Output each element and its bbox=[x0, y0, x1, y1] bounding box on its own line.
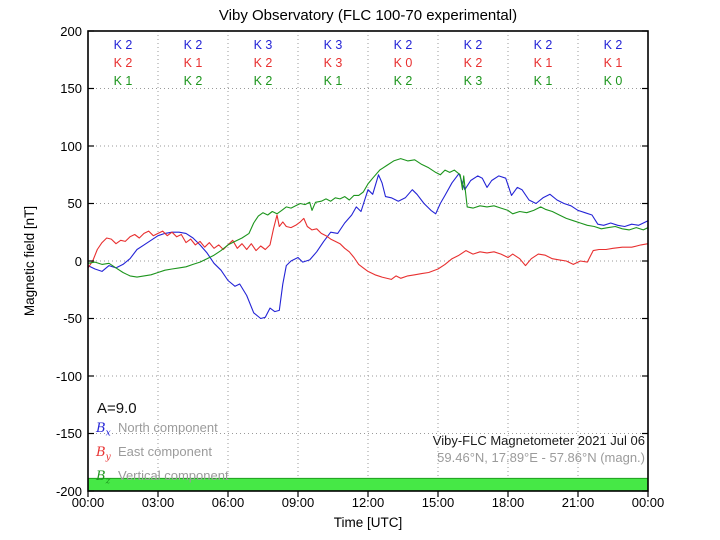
station-annotation: Viby-FLC Magnetometer 2021 Jul 06 59.46°… bbox=[433, 432, 645, 466]
y-tick-label: 150 bbox=[60, 81, 82, 96]
y-tick-label: -100 bbox=[55, 368, 82, 384]
k-index-value-bz: K 3 bbox=[463, 74, 483, 88]
legend-label: Vertical component bbox=[118, 468, 229, 484]
y-tick-label: 100 bbox=[60, 138, 82, 154]
k-index-value-by: K 0 bbox=[393, 56, 413, 70]
y-tick-label: 50 bbox=[67, 196, 82, 211]
k-index-value-bx: K 2 bbox=[533, 38, 553, 52]
legend: Bx North component By East component Bz Verti… bbox=[96, 419, 229, 491]
availability-bar bbox=[88, 478, 648, 491]
x-tick-label: 18:00 bbox=[491, 495, 525, 510]
series-line-bx bbox=[87, 173, 649, 320]
legend-item: By East component bbox=[96, 443, 229, 467]
x-tick-label: 21:00 bbox=[561, 495, 595, 510]
legend-symbol: By bbox=[96, 445, 111, 463]
k-index-value-bx: K 2 bbox=[183, 38, 203, 52]
y-tick-label: 200 bbox=[60, 23, 82, 39]
x-tick-label: 09:00 bbox=[281, 495, 315, 510]
a-index-label: A=9.0 bbox=[97, 400, 137, 417]
k-index-value-bz: K 1 bbox=[113, 74, 133, 88]
k-index-column: K 2 K 1 K 0 bbox=[578, 36, 648, 90]
k-index-value-by: K 2 bbox=[463, 56, 483, 70]
series-line-by bbox=[87, 214, 649, 280]
legend-symbol: Bz bbox=[96, 469, 111, 487]
chart-title: Viby Observatory (FLC 100-70 experimenta… bbox=[218, 7, 518, 24]
series-line-bz bbox=[87, 158, 649, 278]
k-index-value-bx: K 2 bbox=[113, 38, 133, 52]
k-index-column: K 2 K 2 K 3 bbox=[438, 36, 508, 90]
k-index-value-by: K 1 bbox=[603, 56, 623, 70]
x-axis-label: Time [UTC] bbox=[333, 515, 403, 530]
k-index-value-bz: K 1 bbox=[533, 74, 553, 88]
k-index-value-bx: K 2 bbox=[393, 38, 413, 52]
k-index-value-bz: K 0 bbox=[603, 74, 623, 88]
x-tick-label: 12:00 bbox=[351, 495, 385, 510]
k-index-value-bx: K 3 bbox=[323, 38, 343, 52]
k-index-column: K 2 K 0 K 2 bbox=[368, 36, 438, 90]
k-index-value-bx: K 2 bbox=[603, 38, 623, 52]
k-index-column: K 3 K 2 K 2 bbox=[228, 36, 298, 90]
k-index-value-bz: K 1 bbox=[323, 74, 343, 88]
station-annotation-line1: Viby-FLC Magnetometer 2021 Jul 06 bbox=[432, 433, 645, 448]
y-tick-label: 0 bbox=[74, 253, 82, 269]
k-index-value-bz: K 2 bbox=[183, 74, 203, 88]
k-index-value-by: K 2 bbox=[113, 56, 133, 70]
k-index-column: K 2 K 2 K 1 bbox=[88, 36, 158, 90]
station-annotation-line2: 59.46°N, 17.89°E - 57.86°N (magn.) bbox=[437, 450, 645, 465]
legend-label: East component bbox=[118, 444, 212, 460]
legend-label: North component bbox=[118, 420, 218, 435]
k-index-value-bx: K 3 bbox=[253, 38, 273, 52]
y-tick-label: -50 bbox=[63, 311, 82, 326]
k-index-column: K 2 K 1 K 1 bbox=[508, 36, 578, 90]
legend-symbol: Bx bbox=[96, 421, 111, 439]
x-tick-label: 06:00 bbox=[211, 495, 245, 510]
legend-item: Bz Vertical component bbox=[96, 467, 229, 491]
x-tick-label: 00:00 bbox=[71, 495, 105, 510]
k-index-value-bx: K 2 bbox=[463, 38, 483, 52]
legend-item: Bx North component bbox=[96, 419, 229, 443]
k-index-column: K 2 K 1 K 2 bbox=[158, 36, 228, 90]
k-index-column: K 3 K 3 K 1 bbox=[298, 36, 368, 90]
x-tick-label: 15:00 bbox=[421, 495, 455, 510]
plot-frame bbox=[87, 30, 649, 492]
x-tick-label: 03:00 bbox=[141, 495, 175, 510]
k-index-value-bz: K 2 bbox=[253, 74, 273, 88]
k-index-value-by: K 1 bbox=[533, 56, 553, 70]
k-index-value-bz: K 2 bbox=[393, 74, 413, 88]
k-index-value-by: K 3 bbox=[323, 56, 343, 70]
y-tick-label: -200 bbox=[55, 483, 82, 499]
k-index-value-by: K 1 bbox=[183, 56, 203, 70]
k-index-value-by: K 2 bbox=[253, 56, 273, 70]
x-tick-label: 00:00 bbox=[631, 495, 665, 510]
y-tick-label: -150 bbox=[55, 426, 82, 441]
